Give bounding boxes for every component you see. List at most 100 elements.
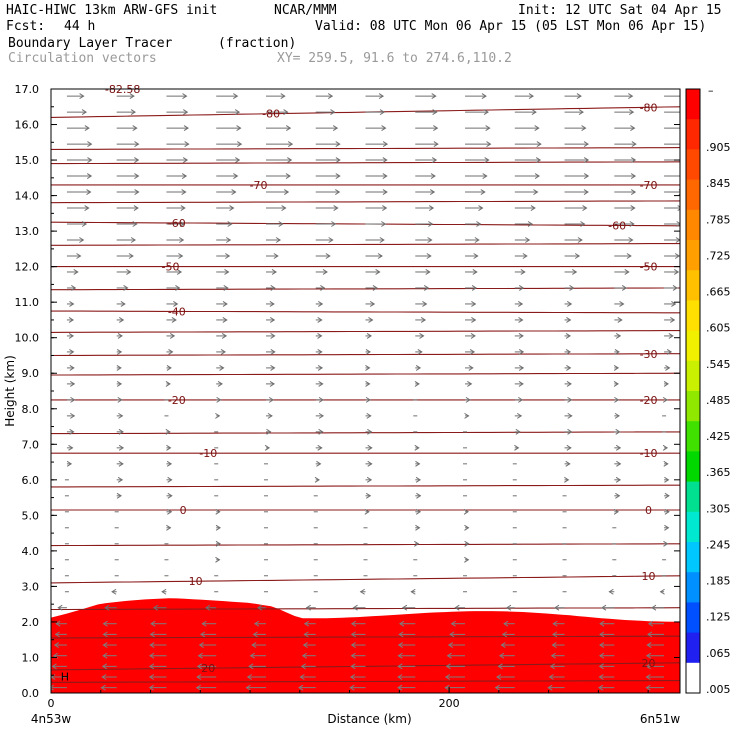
wind-vector-head xyxy=(470,333,476,339)
wind-vector xyxy=(166,285,181,291)
wind-vector-head xyxy=(397,674,403,680)
wind-vector xyxy=(564,157,590,163)
wind-vector xyxy=(598,652,615,659)
wind-vector xyxy=(161,588,167,595)
wind-vector-head xyxy=(318,428,324,435)
wind-vector xyxy=(415,93,437,100)
wind-vector-head xyxy=(494,684,500,691)
wind-vector-head xyxy=(66,460,73,467)
wind-vector xyxy=(564,348,572,355)
wind-vector-head xyxy=(414,540,420,547)
wind-vector xyxy=(116,109,136,116)
wind-vector xyxy=(350,631,366,638)
wind-vector xyxy=(116,460,124,467)
wind-vector-head xyxy=(285,173,291,179)
contour-label: -60 xyxy=(608,219,626,232)
wind-vector xyxy=(465,285,478,291)
wind-vector xyxy=(614,221,635,227)
wind-vector xyxy=(116,476,124,483)
wind-vector-head xyxy=(614,348,620,355)
wind-vector xyxy=(66,205,90,211)
wind-vector-head xyxy=(431,157,438,163)
wind-vector xyxy=(198,642,217,648)
wind-vector-head xyxy=(252,631,258,638)
wind-vector xyxy=(664,221,680,227)
wind-vector-head xyxy=(447,642,454,648)
wind-vector-head xyxy=(518,380,524,387)
wind-vector xyxy=(265,205,287,211)
wind-vector-head xyxy=(166,524,172,531)
colorbar-frame xyxy=(685,88,701,694)
wind-vector-head xyxy=(171,317,177,323)
wind-vector-head xyxy=(132,221,138,227)
y-tick-label: 10.0 xyxy=(15,332,40,345)
wind-vector xyxy=(564,317,572,323)
wind-vector xyxy=(66,221,88,227)
contour-line xyxy=(51,330,680,333)
wind-vector xyxy=(100,684,117,691)
wind-vector-head xyxy=(318,412,325,419)
wind-vector-head xyxy=(518,317,524,323)
wind-vector xyxy=(664,205,680,211)
wind-vector xyxy=(599,620,615,627)
wind-vector-head xyxy=(534,173,540,179)
wind-vector xyxy=(564,364,572,371)
wind-vector-head xyxy=(268,396,275,403)
wind-vector-head xyxy=(231,189,237,195)
wind-vector xyxy=(215,412,221,419)
contour-label: -50 xyxy=(640,261,658,274)
wind-vector-head xyxy=(179,221,185,227)
wind-vector xyxy=(664,127,680,129)
colorbar-swatch xyxy=(686,149,700,181)
wind-vector-head xyxy=(628,93,634,100)
wind-vector xyxy=(614,460,622,467)
wind-vector-head xyxy=(454,604,460,611)
wind-vector xyxy=(196,674,217,680)
wind-vector-head xyxy=(57,604,63,611)
wind-vector-head xyxy=(280,93,286,100)
wind-vector-head xyxy=(423,285,430,291)
wind-vector xyxy=(514,380,524,387)
wind-vector-head xyxy=(518,333,524,339)
wind-vector xyxy=(664,333,674,339)
wind-vector xyxy=(365,173,388,179)
wind-vector xyxy=(315,348,323,355)
wind-vector-head xyxy=(152,604,159,611)
wind-vector xyxy=(116,189,140,195)
wind-vector xyxy=(66,428,75,435)
wind-vector xyxy=(645,684,665,691)
wind-vector-head xyxy=(647,631,653,638)
wind-vector-head xyxy=(166,444,172,451)
wind-vector xyxy=(265,412,273,419)
wind-vector xyxy=(365,301,376,307)
wind-vector-head xyxy=(300,663,306,670)
wind-vector xyxy=(51,684,67,691)
wind-vector xyxy=(315,237,334,243)
wind-vector-head xyxy=(233,93,239,100)
wind-vector xyxy=(149,642,167,648)
contour-label: -60 xyxy=(168,217,186,230)
wind-vector xyxy=(397,642,416,648)
wind-vector-head xyxy=(382,173,388,179)
wind-vector xyxy=(514,317,524,323)
wind-vector xyxy=(514,109,537,116)
wind-vector-head xyxy=(382,157,388,163)
wind-vector-head xyxy=(86,173,93,179)
wind-vector xyxy=(664,476,670,483)
wind-vector xyxy=(465,109,489,116)
wind-vector-head xyxy=(366,412,372,419)
wind-vector-head xyxy=(485,125,491,132)
wind-vector xyxy=(599,631,615,638)
wind-vector xyxy=(102,642,117,648)
wind-vector-head xyxy=(464,540,470,547)
wind-vector-head xyxy=(303,620,310,627)
wind-vector-head xyxy=(375,269,381,275)
wind-vector-head xyxy=(647,620,654,627)
contour-label: 10 xyxy=(189,575,203,588)
wind-vector xyxy=(116,93,135,100)
wind-vector-head xyxy=(674,253,680,259)
end-location-label: 6n51w xyxy=(640,712,681,726)
wind-vector xyxy=(514,173,540,179)
wind-vector-head xyxy=(349,674,356,680)
wind-vector xyxy=(514,333,524,339)
